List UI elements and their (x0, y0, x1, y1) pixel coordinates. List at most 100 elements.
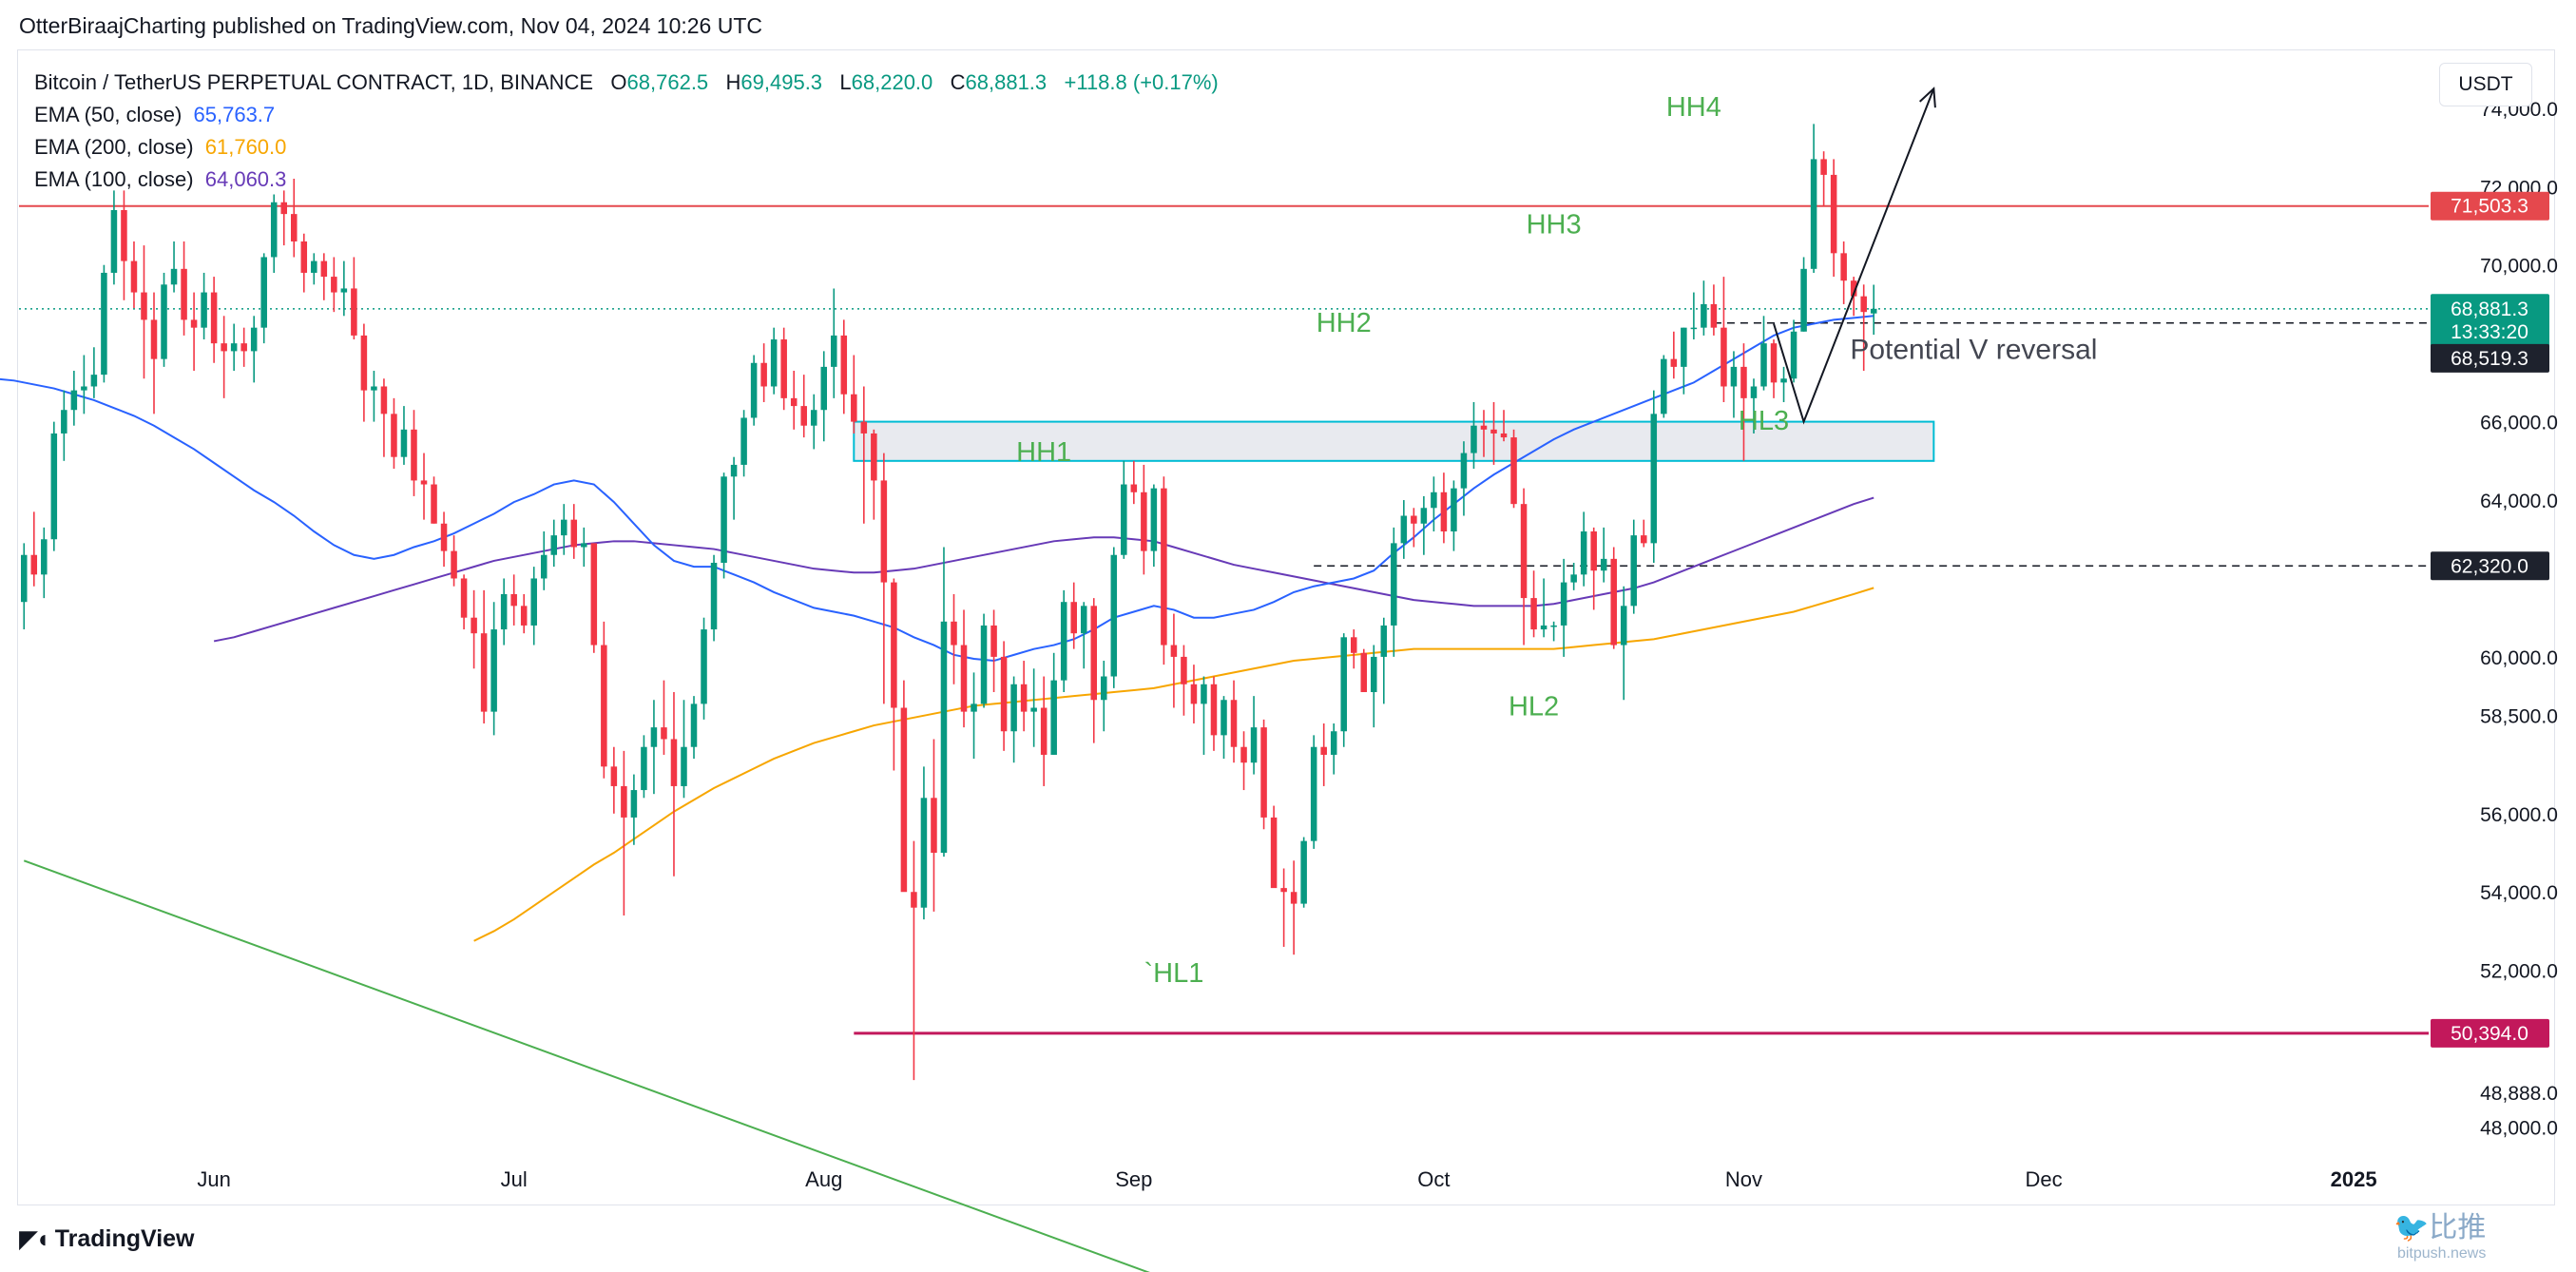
candle (721, 472, 727, 579)
candle-body (1670, 358, 1678, 367)
candle (1340, 633, 1347, 747)
price-tick-label: 54,000.0 (2480, 882, 2558, 904)
legend-ema100-row[interactable]: EMA (100, close) 64,060.3 (34, 164, 1219, 196)
candle (1681, 327, 1687, 395)
chart-frame[interactable] (17, 49, 2555, 1205)
pivot-price-tag-bg (2431, 343, 2549, 373)
candle-body (471, 617, 477, 634)
candle (1411, 508, 1417, 548)
candle-body (210, 292, 218, 344)
candle (1260, 719, 1267, 830)
candle (1270, 805, 1278, 889)
candle (311, 253, 317, 285)
candle (1221, 696, 1227, 760)
candle (1701, 280, 1707, 336)
legend-ema50-row[interactable]: EMA (50, close) 65,763.7 (34, 99, 1219, 131)
annotation-hl3: HL3 (1739, 406, 1789, 436)
candle (1181, 645, 1187, 716)
symbol-title[interactable]: Bitcoin / TetherUS PERPETUAL CONTRACT, 1… (34, 70, 594, 94)
candle (221, 316, 227, 398)
candle-body (1730, 366, 1738, 387)
candle (270, 194, 278, 273)
candle-body (1181, 656, 1187, 684)
annotation-hh2: HH2 (1317, 308, 1372, 338)
currency-button[interactable]: USDT (2439, 63, 2532, 106)
candle (1620, 586, 1627, 701)
candle-body (1371, 656, 1377, 693)
annotation-hl2: HL2 (1509, 692, 1559, 723)
candle-body (1270, 817, 1278, 889)
candle-body (1310, 746, 1317, 841)
candle-body (1150, 488, 1158, 551)
candle (1141, 464, 1147, 575)
candle-body (971, 703, 977, 712)
candle (1310, 735, 1317, 849)
candle (960, 609, 968, 728)
price-tick-label: 66,000.0 (2480, 413, 2558, 434)
candle (1350, 629, 1357, 669)
candle (141, 245, 147, 379)
candle (871, 429, 877, 520)
candle (61, 390, 67, 461)
candle-body (760, 362, 767, 387)
candle (1721, 277, 1727, 402)
candle (630, 774, 638, 845)
candle-body (1830, 174, 1837, 254)
candle-body (250, 327, 258, 352)
candle-body (931, 798, 937, 854)
tradingview-logo-text: TradingView (54, 1225, 195, 1252)
candle (740, 410, 747, 477)
time-tick-label: Dec (2025, 1167, 2062, 1191)
legend-ema200-row[interactable]: EMA (200, close) 61,760.0 (34, 131, 1219, 164)
candle (520, 593, 528, 634)
candle-body (790, 397, 798, 407)
candle (510, 574, 517, 626)
candle (1840, 241, 1847, 304)
candle-body (1260, 727, 1267, 818)
candle-body (371, 386, 377, 391)
ema50-label[interactable]: EMA (50, close) (34, 103, 183, 126)
candle (1320, 723, 1327, 786)
candle (810, 394, 817, 450)
candle (1451, 480, 1457, 551)
candle (650, 700, 658, 795)
candle (320, 253, 328, 300)
candle-body (1750, 386, 1758, 398)
low-label: L (839, 70, 852, 94)
candle-body (1360, 652, 1368, 693)
candle (460, 574, 468, 630)
legend-symbol-row[interactable]: Bitcoin / TetherUS PERPETUAL CONTRACT, 1… (34, 67, 1219, 99)
ema200-label[interactable]: EMA (200, close) (34, 135, 194, 159)
candle (701, 617, 707, 720)
candle (1710, 284, 1718, 336)
candle-body (1530, 598, 1537, 630)
candle-body (721, 476, 727, 563)
annotation-hh3: HH3 (1527, 210, 1582, 241)
candle-body (1710, 303, 1718, 328)
candle-body (1121, 484, 1127, 555)
candle (1870, 284, 1877, 336)
candle (790, 371, 798, 430)
ema100-line (213, 496, 1874, 643)
watermark-cn-text: 比推 (2429, 1212, 2487, 1243)
candle-body (1320, 746, 1327, 755)
candle-body (391, 414, 397, 457)
candle (1550, 621, 1557, 642)
candle-body (1870, 308, 1877, 314)
candle-body (1721, 327, 1727, 387)
ema100-label[interactable]: EMA (100, close) (34, 167, 194, 191)
candle-body (170, 268, 178, 285)
candle-body (601, 645, 607, 767)
candle (621, 750, 627, 915)
price-tick-label: 60,000.0 (2480, 647, 2558, 669)
candle (1560, 558, 1567, 657)
potential-v-reversal-label: Potential V reversal (1850, 335, 2097, 366)
candle-body (800, 406, 807, 426)
candle (1101, 661, 1107, 732)
candle (641, 735, 647, 799)
candle-body (1460, 453, 1468, 489)
candle (260, 253, 267, 344)
tradingview-logo[interactable]: ◤◖ TradingView (19, 1224, 195, 1254)
candle-body (1020, 684, 1028, 712)
